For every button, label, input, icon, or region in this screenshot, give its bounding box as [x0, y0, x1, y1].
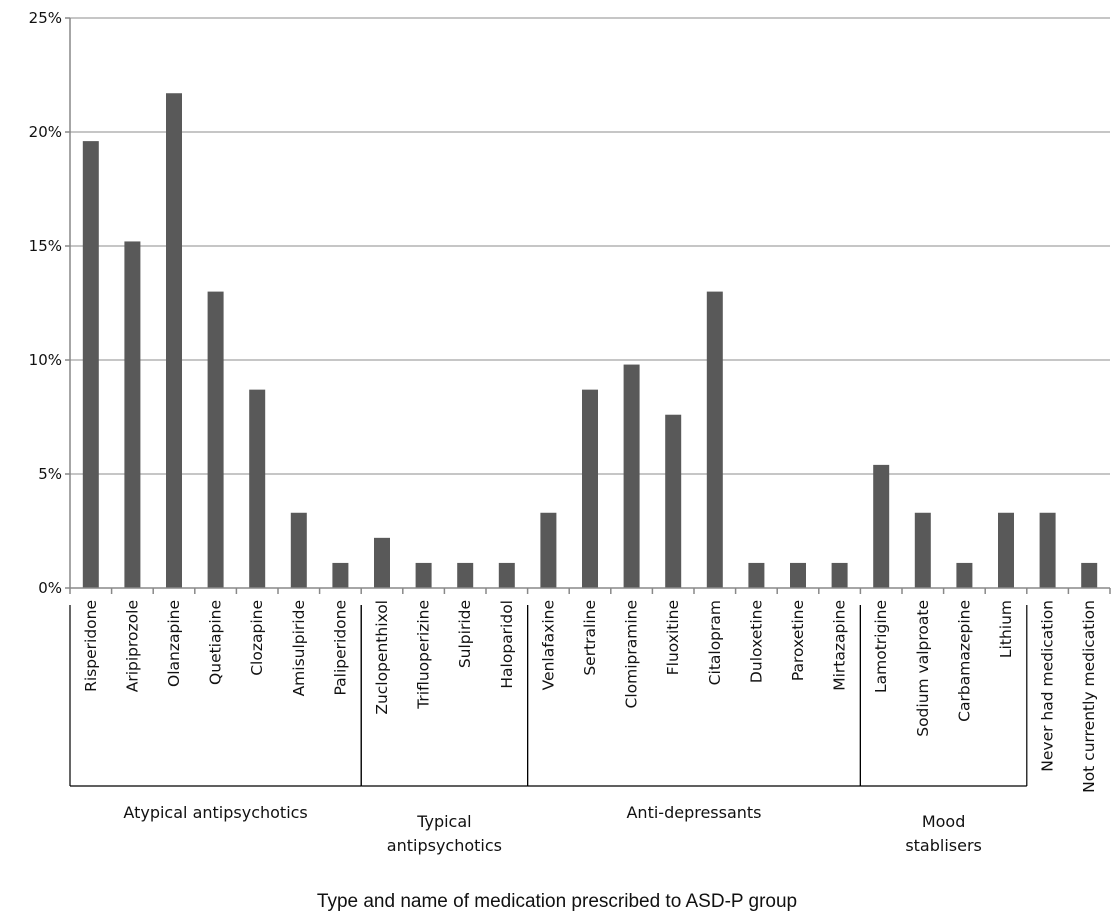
- y-tick-label: 15%: [29, 237, 62, 255]
- bar-lithium: [998, 512, 1014, 588]
- category-label: Clozapine: [248, 600, 266, 676]
- bars: [82, 93, 1098, 589]
- category-label: Never had medication: [1039, 600, 1057, 772]
- bar-sertraline: [582, 389, 598, 588]
- category-label: Sulpiride: [456, 600, 474, 668]
- bar-paroxetine: [790, 562, 806, 588]
- y-tick-label: 25%: [29, 9, 62, 27]
- group-brackets: [69, 605, 1028, 787]
- bar-haloparidol: [498, 562, 515, 588]
- bar-duloxetine: [748, 562, 765, 588]
- category-label: Haloparidol: [498, 600, 516, 689]
- group-label: Typical: [416, 812, 471, 831]
- category-label: Paliperidone: [331, 600, 349, 696]
- category-label: Olanzapine: [165, 600, 183, 687]
- category-label: Lithium: [997, 600, 1015, 658]
- bar-amisulpiride: [290, 512, 307, 588]
- group-label: Mood: [922, 812, 966, 831]
- category-label: Zuclopenthixol: [373, 600, 391, 715]
- bar-risperidone: [82, 141, 99, 588]
- x-axis-ticks: [69, 588, 1111, 594]
- category-label: Carbamazepine: [955, 600, 973, 722]
- category-label: Quetiapine: [207, 600, 225, 685]
- category-label: Clomipramine: [623, 600, 641, 709]
- category-label: Sodium valproate: [914, 600, 932, 737]
- bar-clomipramine: [623, 364, 640, 588]
- bar-carbamazepine: [956, 562, 973, 588]
- group-labels: Atypical antipsychotics Typical antipsycho…: [123, 803, 981, 855]
- category-label: Amisulpiride: [290, 600, 308, 696]
- y-tick-label: 5%: [38, 465, 62, 483]
- category-labels: Risperidone Aripiprozole Olanzapine Quetiap…: [82, 600, 1098, 793]
- y-tick-label: 0%: [38, 579, 62, 597]
- category-label: Risperidone: [82, 600, 100, 692]
- bar-fluoxitine: [665, 414, 682, 588]
- category-label: Paroxetine: [789, 600, 807, 681]
- bar-citalopram: [706, 291, 723, 588]
- category-label: Mirtazapine: [831, 600, 849, 691]
- bar-never-had-medication: [1039, 512, 1056, 588]
- bar-quetiapine: [207, 291, 224, 588]
- bar-olanzapine: [166, 93, 182, 589]
- category-label: Trifluoperizine: [415, 600, 433, 710]
- bar-paliperidone: [332, 562, 349, 588]
- bar-aripiprozole: [124, 241, 141, 588]
- group-label: antipsychotics: [387, 836, 502, 855]
- bar-venlafaxine: [540, 512, 557, 588]
- x-axis-title: Type and name of medication prescribed t…: [317, 891, 797, 912]
- bar-sulpiride: [457, 562, 474, 588]
- category-label: Duloxetine: [747, 600, 765, 683]
- category-label: Citalopram: [706, 600, 724, 685]
- y-tick-label: 10%: [29, 351, 62, 369]
- group-label: Atypical antipsychotics: [123, 803, 307, 822]
- bar-sodium-valproate: [914, 512, 931, 588]
- bar-zuclopenthixol: [374, 537, 390, 588]
- y-tick-label: 20%: [29, 123, 62, 141]
- bar-mirtazapine: [831, 562, 848, 588]
- y-axis-tick-labels: 0% 5% 10% 15% 20% 25%: [29, 9, 62, 597]
- bar-not-currently-medication: [1081, 562, 1098, 588]
- category-label: Not currently medication: [1080, 600, 1098, 793]
- group-label: Anti-depressants: [626, 803, 761, 822]
- bar-lamotrigine: [873, 464, 890, 588]
- bar-trifluoperizine: [415, 562, 432, 588]
- group-label: stablisers: [905, 836, 982, 855]
- category-label: Venlafaxine: [539, 600, 557, 690]
- category-label: Sertraline: [581, 600, 599, 676]
- category-label: Aripiprozole: [123, 600, 141, 692]
- gridlines: [65, 17, 1110, 589]
- bar-clozapine: [249, 389, 266, 588]
- category-label: Fluoxitine: [664, 600, 682, 675]
- category-label: Lamotrigine: [872, 600, 890, 693]
